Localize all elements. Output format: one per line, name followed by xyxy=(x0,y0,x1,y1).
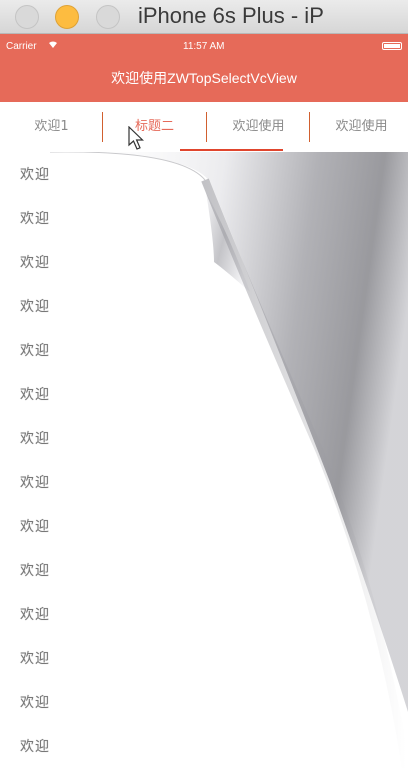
tab-label: 欢迎使用 xyxy=(232,119,285,134)
list-item[interactable]: 欢迎 xyxy=(20,519,50,535)
minimize-window-button[interactable] xyxy=(55,5,79,29)
list-item[interactable]: 欢迎 xyxy=(20,343,50,359)
tab-divider xyxy=(206,112,207,142)
list-item[interactable]: 欢迎 xyxy=(20,651,50,667)
close-window-button[interactable] xyxy=(15,5,39,29)
list-item[interactable]: 欢迎 xyxy=(20,563,50,579)
window-titlebar: iPhone 6s Plus - iP xyxy=(0,0,408,34)
tab-label: 欢迎1 xyxy=(34,119,69,134)
battery-icon xyxy=(382,42,402,50)
tab-label: 标题二 xyxy=(134,119,174,134)
content-list[interactable]: 欢迎 欢迎 欢迎 欢迎 欢迎 欢迎 欢迎 欢迎 欢迎 欢迎 欢迎 欢迎 欢迎 欢… xyxy=(0,152,408,768)
status-time: 11:57 AM xyxy=(183,41,225,52)
wifi-icon xyxy=(48,40,58,52)
list-item[interactable]: 欢迎 xyxy=(20,695,50,711)
tab-selected-indicator xyxy=(180,149,283,151)
tab-divider xyxy=(102,112,103,142)
list-item[interactable]: 欢迎 xyxy=(20,739,50,755)
tab-item-active[interactable]: 标题二 xyxy=(103,102,206,152)
page-title: 欢迎使用ZWTopSelectVcView xyxy=(111,70,297,86)
tab-item[interactable]: 欢迎使用 xyxy=(207,102,310,152)
zoom-window-button[interactable] xyxy=(96,5,120,29)
tab-item[interactable]: 欢迎1 xyxy=(0,102,103,152)
list-item[interactable]: 欢迎 xyxy=(20,431,50,447)
top-select-tab-bar: 欢迎1 标题二 欢迎使用 欢迎使用 xyxy=(0,102,408,152)
navigation-bar: Carrier 11:57 AM 欢迎使用ZWTopSelectVcView xyxy=(0,34,408,102)
tab-label: 欢迎使用 xyxy=(335,119,388,134)
list-item[interactable]: 欢迎 xyxy=(20,607,50,623)
tab-item[interactable]: 欢迎使用 xyxy=(310,102,408,152)
tab-divider xyxy=(309,112,310,142)
list-item[interactable]: 欢迎 xyxy=(20,167,50,183)
window-title: iPhone 6s Plus - iP xyxy=(138,3,324,28)
list-item[interactable]: 欢迎 xyxy=(20,475,50,491)
carrier-label: Carrier xyxy=(6,41,37,52)
list-item[interactable]: 欢迎 xyxy=(20,299,50,315)
list-item[interactable]: 欢迎 xyxy=(20,255,50,271)
mouse-cursor-icon xyxy=(128,126,144,150)
list-item[interactable]: 欢迎 xyxy=(20,211,50,227)
list-item[interactable]: 欢迎 xyxy=(20,387,50,403)
